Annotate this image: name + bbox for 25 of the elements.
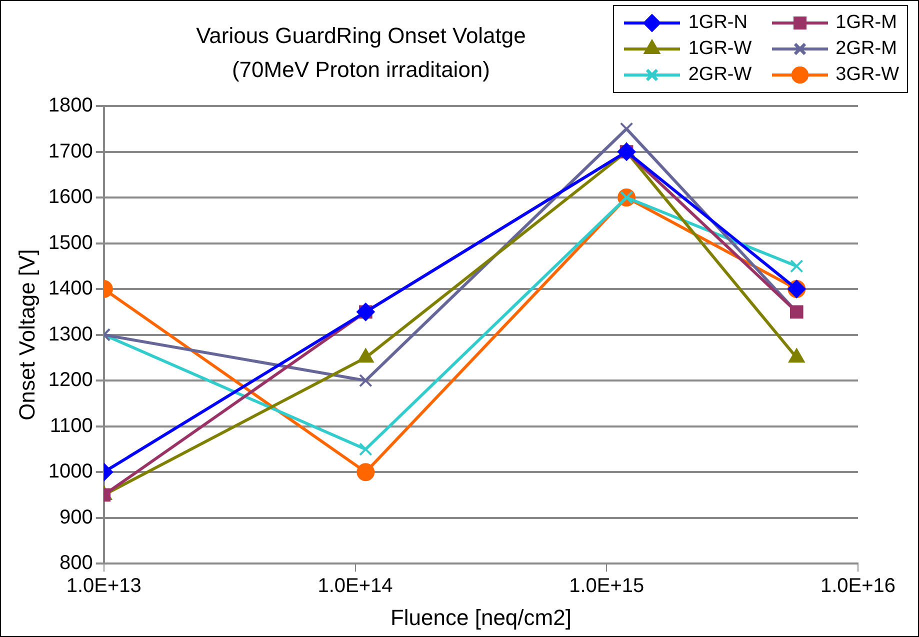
legend-label: 1GR-N [688,12,748,34]
chart-subtitle: (70MeV Proton irraditaion) [230,56,491,84]
y-tick-label: 1100 [50,414,93,437]
y-tick-label: 1800 [48,94,93,117]
y-tick-label: 1200 [48,369,93,392]
y-tick-label: 1700 [48,140,93,162]
x-tick-label: 1.0E+16 [820,575,896,598]
y-axis-title: Onset Voltage [V] [14,249,40,420]
y-tick-label: 1300 [48,323,93,346]
y-tick-label: 800 [60,552,93,574]
legend-label: 1GR-M [836,12,897,34]
x-tick-label: 1.0E+14 [318,575,393,598]
legend-label: 1GR-W [688,38,752,60]
legend-label: 2GR-W [688,64,752,86]
x-tick-label: 1.0E+13 [66,575,142,598]
x-axis-title: Fluence [neq/cm2] [390,604,572,630]
y-tick-label: 1600 [48,186,93,208]
legend-label: 3GR-W [836,64,899,86]
y-tick-label: 1400 [48,278,93,300]
legend-label: 2GR-M [836,38,897,60]
y-tick-label: 900 [60,506,93,528]
x-tick-label: 1.0E+15 [569,575,644,598]
y-tick-label: 1500 [48,232,93,254]
chart-title: Various GuardRing Onset Volatge [195,22,527,50]
y-tick-label: 1000 [48,460,93,483]
